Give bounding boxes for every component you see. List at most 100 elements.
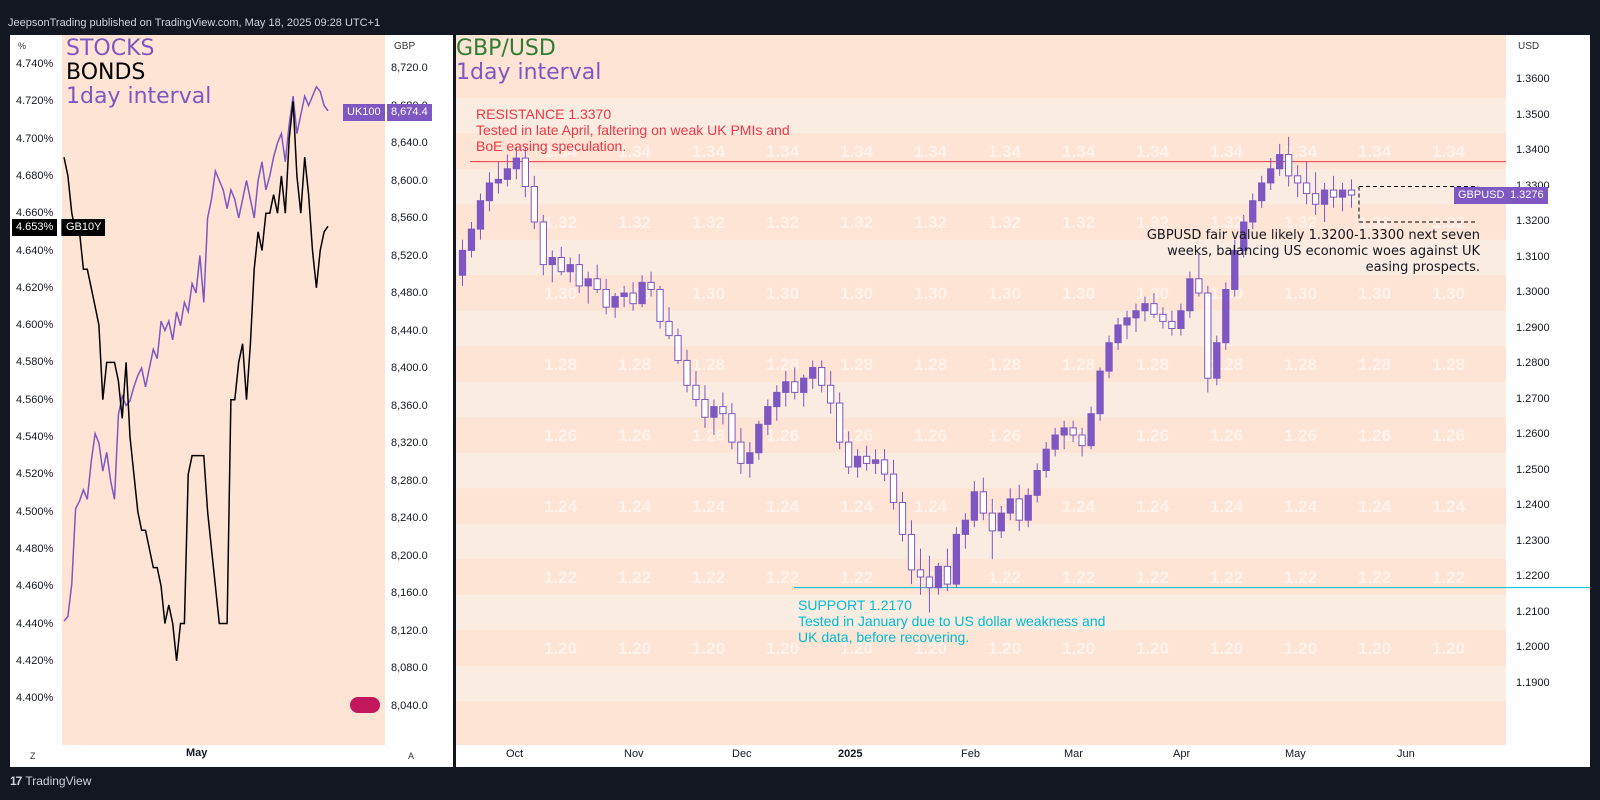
watermark-level: 1.32 [1136,213,1170,232]
watermark-level: 1.34 [618,142,652,161]
price-axis[interactable] [1506,35,1590,767]
time-axis[interactable] [10,745,453,767]
log-toggle[interactable]: Z [30,751,36,761]
candle-body [1320,189,1329,205]
fair-value-annotation[interactable]: GBPUSD fair value likely 1.3200-1.3300 n… [1084,228,1480,276]
candle-body [638,281,646,305]
watermark-level: 1.20 [1358,639,1392,658]
right-y-tick: 8,520.0 [391,249,428,262]
watermark-level: 1.20 [1136,639,1170,658]
watermark-level: 1.30 [1358,284,1392,303]
auto-scale-toggle[interactable]: A [408,751,415,761]
watermark-level: 1.26 [988,426,1022,445]
x-tick: Apr [1173,748,1191,760]
candle-body [665,320,673,337]
candle-body [1087,413,1095,447]
candle-body [737,441,745,464]
tradingview-logo-icon: 17 [10,774,22,788]
watermark-level: 1.32 [1062,213,1096,232]
watermark-level: 1.34 [766,142,800,161]
price-band [456,665,1506,702]
watermark-level: 1.32 [840,213,874,232]
candle-body [1096,370,1104,415]
bond-price-tag: 4.653% [12,219,58,236]
left-y-tick: 4.560% [16,393,54,406]
right-y-tick: 8,440.0 [391,324,428,337]
right-y-tick: 8,400.0 [391,362,428,374]
right-y-tick: 8,360.0 [391,399,428,412]
watermark-level: 1.22 [988,568,1022,587]
left-price-axis[interactable] [10,35,62,767]
x-tick: May [1285,748,1306,760]
watermark-level: 1.28 [1284,355,1318,374]
left-y-tick: 4.440% [16,617,54,630]
stock-price-value: 8,674.4 [391,106,428,118]
candle-body [566,264,574,273]
price-band [456,523,1506,560]
candle-body [916,569,925,578]
right-y-tick: 8,120.0 [391,624,428,637]
watermark-level: 1.30 [544,284,578,303]
watermark-level: 1.34 [1358,142,1392,161]
candle-body [934,565,943,589]
right-price-axis[interactable] [385,35,453,767]
footer-bar: 17 TradingView [0,768,1600,800]
candle-body [818,367,826,386]
watermark-level: 1.28 [618,355,652,374]
tradingview-logo[interactable]: 17 TradingView [10,774,91,788]
support-annotation[interactable]: SUPPORT 1.2170 Tested in January due to … [798,597,1105,645]
left-y-tick: 4.580% [16,356,54,369]
candle-body [1293,175,1302,184]
candle-body [521,157,529,187]
watermark-level: 1.28 [1432,355,1466,374]
watermark-level: 1.34 [988,142,1022,161]
brand-name: TradingView [25,774,92,788]
right-axis-currency: GBP [394,41,416,52]
candle-body [755,423,763,454]
stocks-bonds-panel[interactable]: % GBP Z A May 4.740% 4.720% 4.700% 4.680% 4.… [10,35,453,767]
watermark-level: 1.26 [1432,426,1466,445]
watermark-level: 1.30 [988,284,1022,303]
candle-body [880,459,889,475]
bond-price-value: 4.653% [16,221,54,233]
watermark-level: 1.20 [1432,639,1466,658]
candle-body [557,257,565,273]
resistance-title: RESISTANCE 1.3370 [476,106,612,122]
legend-symbol: GBP/USD [456,36,556,61]
candle-body [1186,278,1194,312]
price-band [456,168,1506,205]
series-line-uk100 [63,85,329,622]
y-tick: 1.2600 [1516,428,1550,440]
candle-body [1006,498,1014,514]
watermark-level: 1.32 [988,213,1022,232]
candle-body [467,228,476,251]
watermark-level: 1.26 [914,426,948,445]
watermark-level: 1.34 [1432,142,1466,161]
candle-body [719,406,727,415]
candle-body [512,157,521,170]
bond-symbol: GB10Y [66,221,102,233]
time-axis[interactable] [456,745,1590,767]
candle-body [889,473,898,503]
right-y-tick: 8,640.0 [391,137,428,149]
candle-body [773,391,781,408]
resistance-annotation[interactable]: RESISTANCE 1.3370 Tested in late April, … [476,106,790,154]
candle-body [907,533,916,571]
right-y-tick: 8,320.0 [391,437,428,449]
watermark-level: 1.32 [544,213,578,232]
candle-body [988,512,996,532]
watermark-level: 1.24 [766,497,800,516]
watermark-level: 1.30 [692,284,726,303]
right-y-tick: 8,560.0 [391,212,428,224]
y-tick: 1.2000 [1516,641,1550,653]
right-y-tick: 8,480.0 [391,287,428,299]
candle-body [943,565,952,585]
candle-body [476,200,485,230]
left-y-tick: 4.540% [16,431,54,443]
watermark-level: 1.24 [1136,497,1170,516]
watermark-level: 1.28 [1358,355,1392,374]
watermark-level: 1.22 [1136,568,1170,587]
fair-value-line1: GBPUSD fair value likely 1.3200-1.3300 n… [1146,228,1480,243]
gbpusd-panel[interactable]: USD 1.351.351.351.351.351.351.351.351.35… [456,35,1590,767]
left-y-tick: 4.480% [16,542,54,555]
